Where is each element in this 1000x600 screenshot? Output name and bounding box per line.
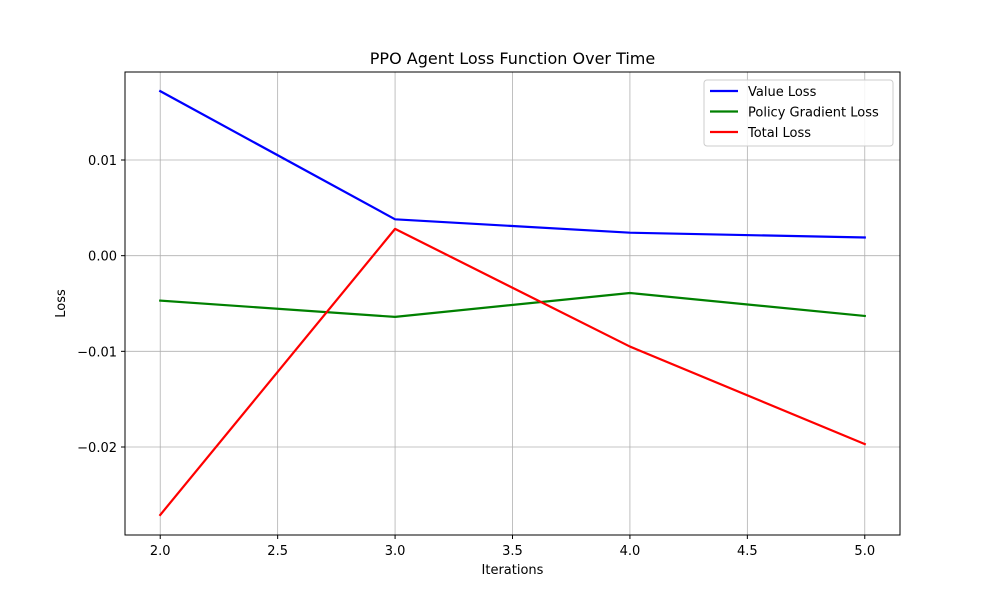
x-axis: 2.0 2.5 3.0 3.5 4.0 4.5 5.0 — [150, 535, 875, 559]
chart-title: PPO Agent Loss Function Over Time — [370, 49, 655, 68]
y-tick-label: −0.02 — [77, 441, 117, 456]
y-tick-label: 0.00 — [88, 250, 117, 265]
x-tick-label: 4.5 — [737, 544, 758, 559]
legend: Value Loss Policy Gradient Loss Total Loss — [703, 79, 894, 147]
legend-label-policy-gradient-loss: Policy Gradient Loss — [748, 106, 879, 121]
grid — [125, 72, 900, 535]
legend-label-total-loss: Total Loss — [747, 126, 811, 141]
x-tick-label: 3.0 — [385, 544, 406, 559]
legend-label-value-loss: Value Loss — [748, 85, 817, 100]
x-tick-label: 4.0 — [620, 544, 641, 559]
x-tick-label: 5.0 — [854, 544, 875, 559]
x-axis-label: Iterations — [482, 563, 544, 578]
series-line-value-loss — [158, 89, 866, 239]
y-tick-label: −0.01 — [77, 345, 117, 360]
y-axis: −0.02 −0.01 0.00 0.01 — [77, 154, 125, 456]
series-line-policy-gradient-loss — [159, 291, 866, 318]
y-tick-label: 0.01 — [88, 154, 117, 169]
series-lines — [158, 89, 867, 517]
legend-box — [703, 79, 894, 147]
x-tick-label: 2.5 — [267, 544, 288, 559]
x-tick-label: 3.5 — [502, 544, 523, 559]
y-axis-label: Loss — [54, 289, 69, 318]
series-line-total-loss — [158, 227, 867, 517]
x-tick-label: 2.0 — [150, 544, 171, 559]
